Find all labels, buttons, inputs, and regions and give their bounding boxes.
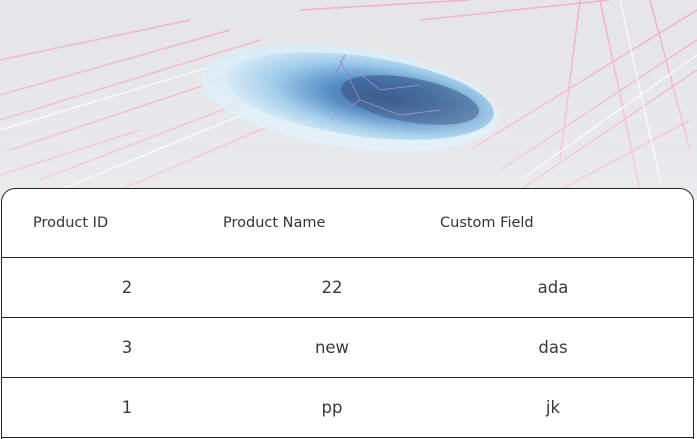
table-row[interactable]: 1 pp jk: [2, 378, 693, 438]
cell-custom-field: das: [538, 338, 568, 357]
header-product-name: Product Name: [223, 215, 326, 231]
cell-product-name: 22: [321, 278, 343, 297]
cell-custom-field: jk: [545, 398, 561, 417]
header-product-id: Product ID: [33, 215, 109, 231]
header-custom-field: Custom Field: [440, 215, 534, 231]
table-header-row: Product ID Product Name Custom Field: [2, 189, 693, 258]
table-row[interactable]: 2 22 ada: [2, 258, 693, 318]
cell-custom-field: ada: [537, 278, 569, 297]
hero-image: [0, 0, 697, 200]
product-table: Product ID Product Name Custom Field 2 2…: [1, 188, 694, 439]
cell-product-id: 1: [121, 398, 133, 417]
cell-product-name: pp: [321, 398, 343, 417]
table-row[interactable]: 3 new das: [2, 318, 693, 378]
cell-product-id: 3: [121, 338, 133, 357]
cell-illustration: [0, 0, 697, 200]
cell-product-id: 2: [121, 278, 133, 297]
cell-product-name: new: [314, 338, 350, 357]
